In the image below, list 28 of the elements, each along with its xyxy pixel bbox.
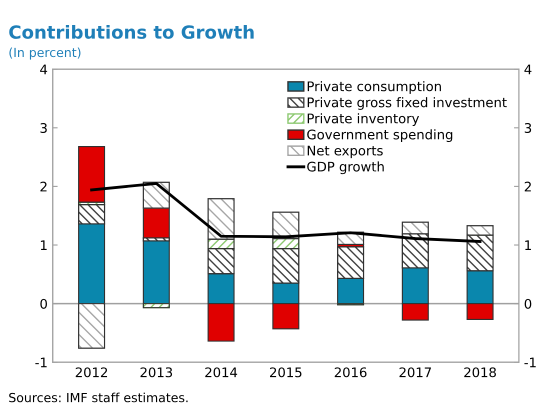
x-tick-label: 2012: [76, 367, 108, 378]
legend-label: Private inventory: [308, 113, 420, 126]
x-tick-label: 2016: [334, 367, 367, 378]
x-tick-label: 2014: [205, 367, 238, 378]
y2-tick-label: 3: [524, 123, 532, 133]
y2-tick-label: 4: [524, 64, 532, 74]
legend-label: GDP growth: [307, 161, 384, 174]
y-tick-label: 3: [40, 123, 47, 133]
chart-title: Contributions to Growth: [9, 24, 254, 39]
x-tick-label: 2017: [400, 367, 431, 378]
y-tick-label: -1: [35, 358, 47, 368]
y2-tick-label: 2: [524, 182, 531, 192]
x-tick-label: 2013: [140, 367, 172, 378]
source-note: Sources: IMF staff estimates.: [9, 392, 188, 402]
y2-tick-label: 0: [524, 298, 532, 309]
x-tick-label: 2015: [270, 367, 302, 378]
legend-label: Net exports: [308, 146, 383, 158]
y-tick-label: 4: [40, 64, 48, 74]
y-tick-label: 0: [40, 298, 47, 309]
chart-subtitle: (In percent): [9, 47, 80, 60]
legend-label: Private gross fixed investment: [308, 97, 507, 110]
legend-label: Private consumption: [308, 81, 441, 94]
x-tick-label: 2018: [464, 367, 496, 378]
y-tick-label: 1: [40, 240, 47, 250]
y2-tick-label: 1: [525, 240, 531, 250]
y2-tick-label: -1: [524, 358, 536, 368]
y-tick-label: 2: [40, 182, 47, 192]
legend-label: Government spending: [307, 129, 452, 142]
